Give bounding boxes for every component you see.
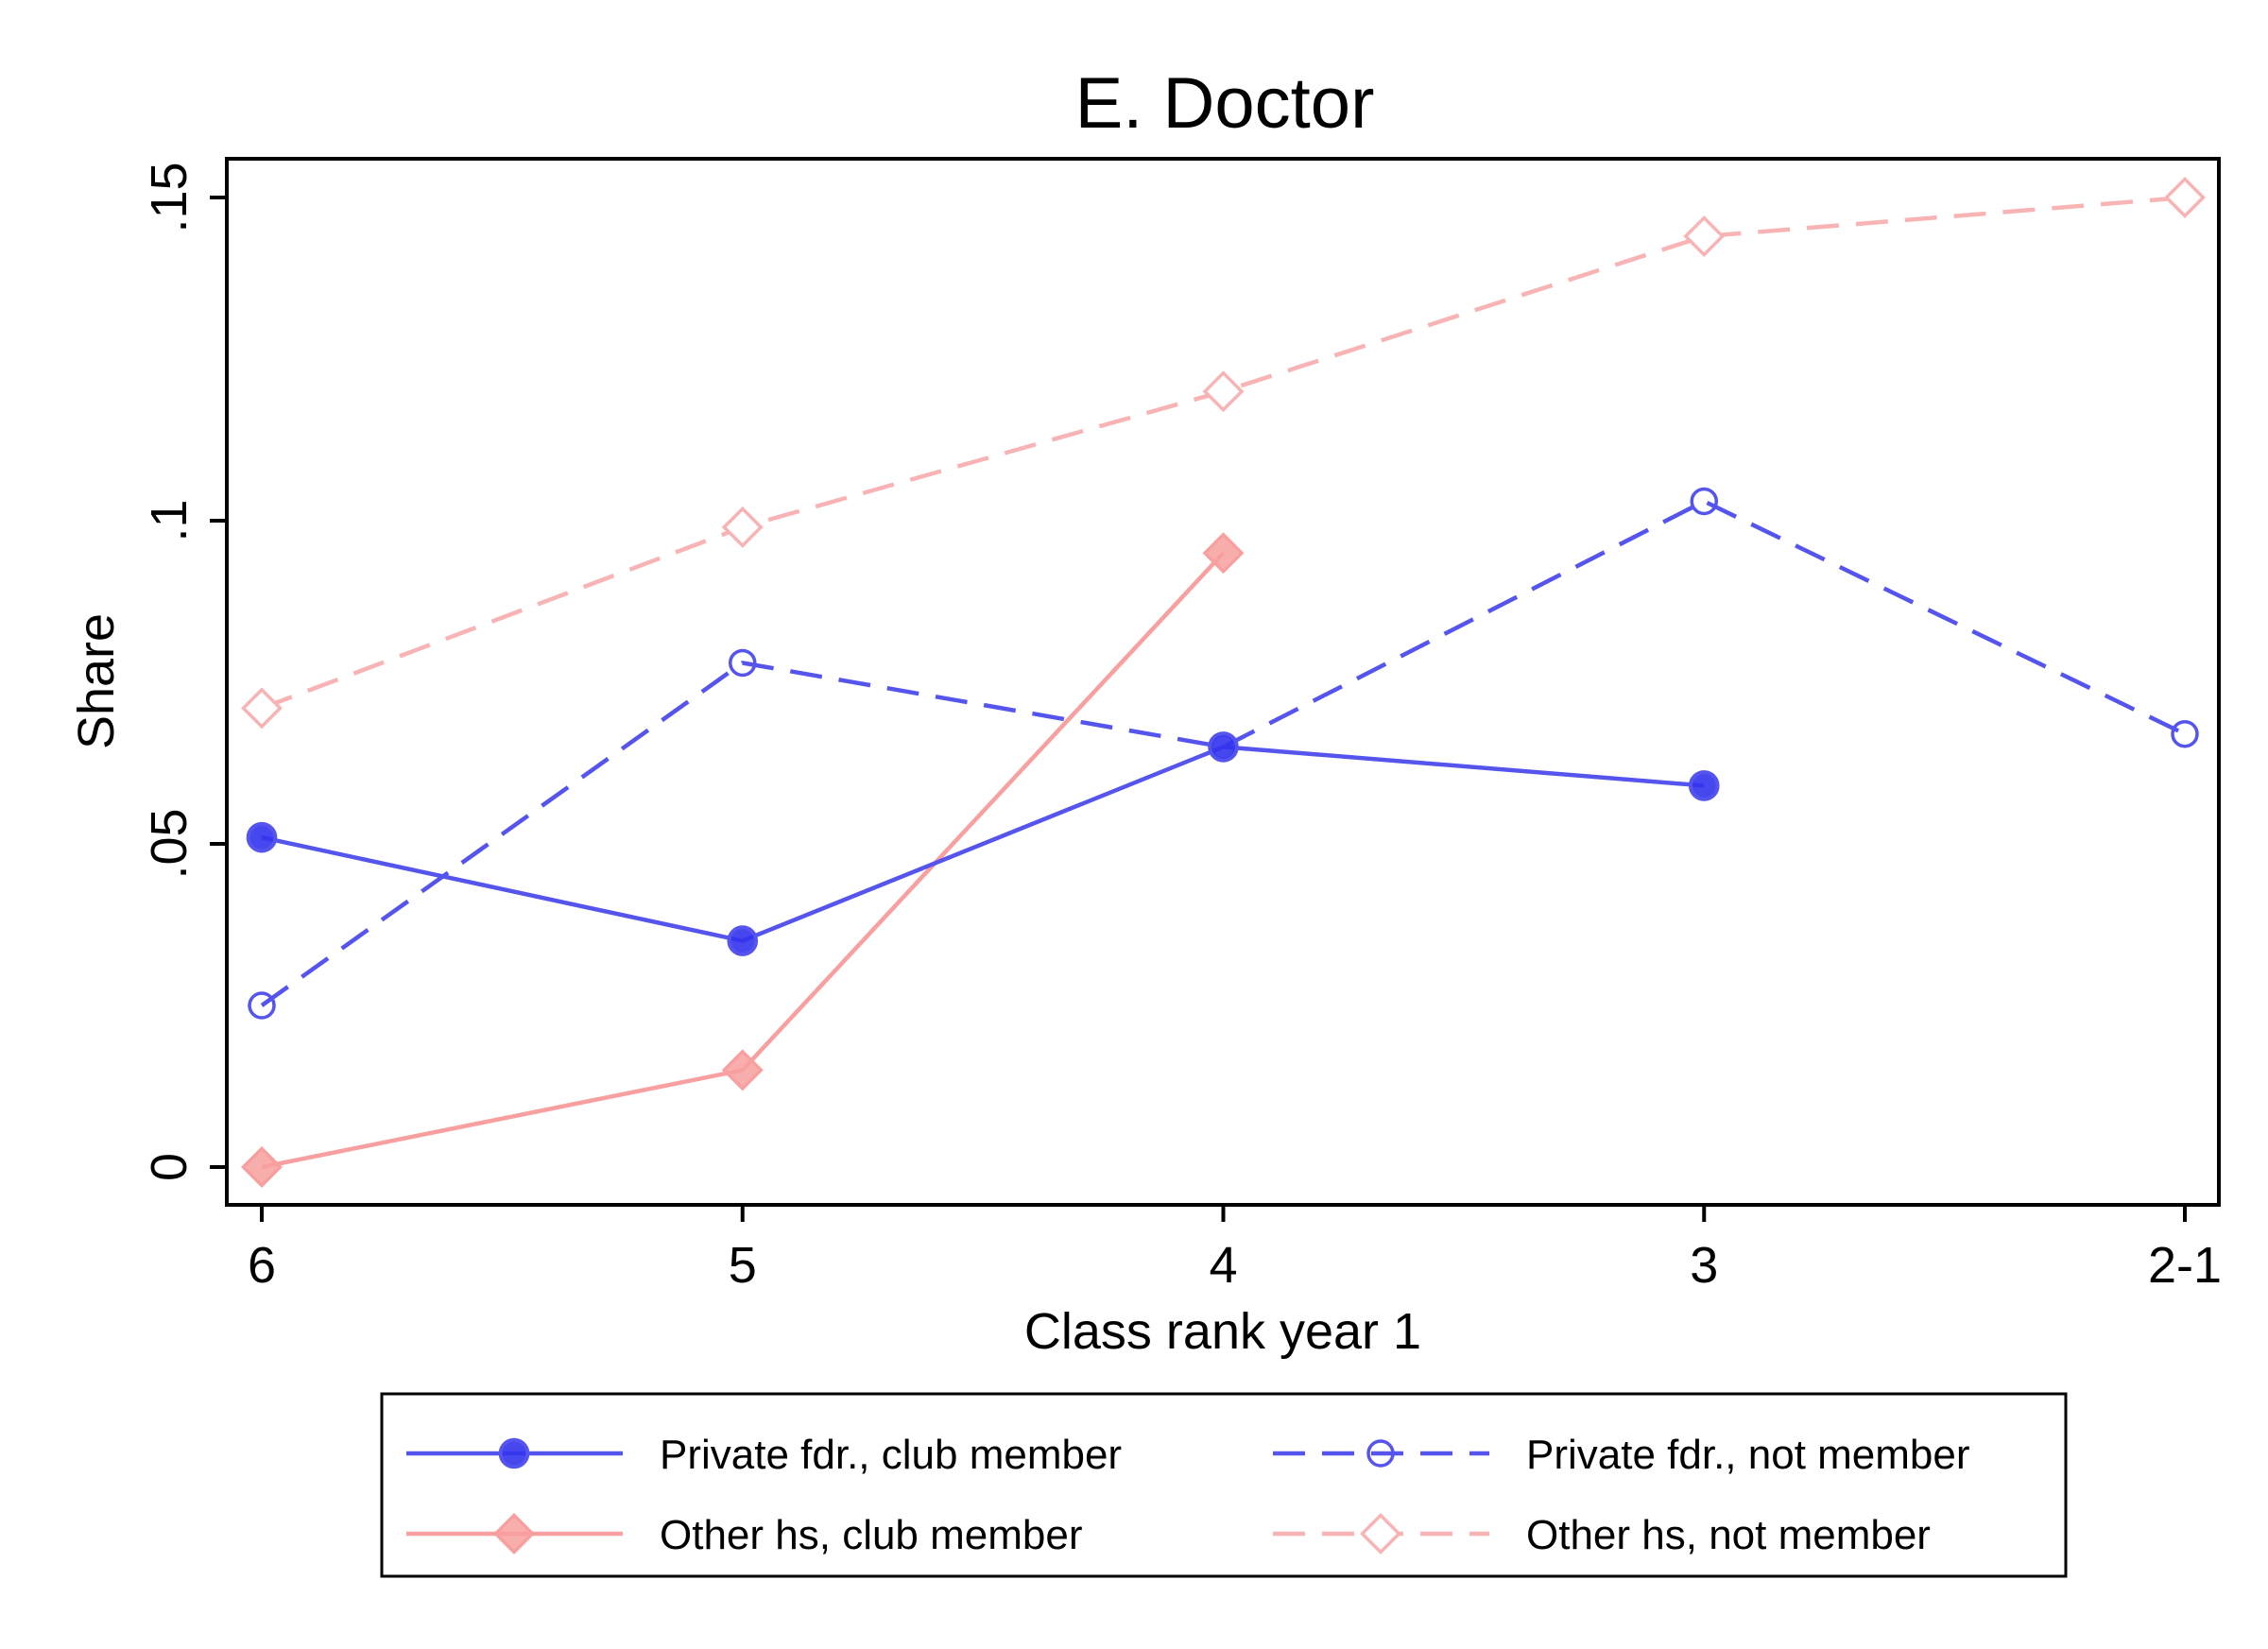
data-point bbox=[1688, 770, 1720, 801]
series-3 bbox=[241, 177, 2206, 730]
series-2 bbox=[241, 532, 1245, 1188]
data-point bbox=[241, 687, 283, 730]
data-point bbox=[1690, 487, 1718, 516]
y-axis: 0 .05 .1 .15 bbox=[141, 162, 227, 1181]
chart-title: E. Doctor bbox=[1075, 63, 1375, 144]
legend-marker bbox=[498, 1437, 530, 1469]
data-point bbox=[1202, 370, 1245, 413]
data-point bbox=[246, 821, 278, 853]
data-point bbox=[2164, 177, 2206, 218]
series-layer bbox=[241, 177, 2206, 1188]
legend: Private fdr., club member Private fdr., n… bbox=[380, 1392, 2068, 1578]
legend-label: Private fdr., not member bbox=[1526, 1432, 1970, 1478]
series-line bbox=[260, 499, 2186, 1007]
data-point bbox=[1208, 731, 1239, 763]
y-tick-label: .15 bbox=[141, 162, 198, 232]
data-point bbox=[721, 506, 764, 548]
x-axis-title: Class rank year 1 bbox=[1024, 1303, 1421, 1360]
legend-marker bbox=[1366, 1439, 1395, 1468]
data-point bbox=[241, 1146, 283, 1188]
y-axis-title: Share bbox=[68, 613, 125, 749]
y-tick-label: 0 bbox=[141, 1153, 198, 1181]
data-point bbox=[1202, 532, 1245, 575]
legend-marker bbox=[1360, 1513, 1401, 1555]
data-point bbox=[721, 1049, 764, 1091]
x-axis: 6 5 4 3 2-1 bbox=[248, 1205, 2222, 1294]
legend-label: Other hs, not member bbox=[1526, 1512, 1931, 1558]
x-tick-label: 5 bbox=[729, 1237, 757, 1294]
x-tick-label: 4 bbox=[1209, 1237, 1237, 1294]
legend-label: Private fdr., club member bbox=[660, 1432, 1122, 1478]
data-point bbox=[2171, 719, 2199, 748]
legend-frame bbox=[380, 1392, 2068, 1578]
data-point bbox=[248, 991, 276, 1020]
series-line bbox=[261, 745, 1705, 943]
x-tick-label: 3 bbox=[1690, 1237, 1718, 1294]
legend-item: Private fdr., club member bbox=[406, 1432, 1122, 1478]
legend-item: Other hs, not member bbox=[1273, 1512, 1931, 1558]
data-point bbox=[727, 925, 759, 956]
series-0 bbox=[246, 731, 1720, 956]
y-tick-label: .05 bbox=[141, 808, 198, 879]
legend-marker bbox=[493, 1513, 535, 1555]
x-tick-label: 6 bbox=[248, 1237, 276, 1294]
legend-label: Other hs, club member bbox=[660, 1512, 1083, 1558]
data-point bbox=[1683, 215, 1726, 258]
legend-item: Other hs, club member bbox=[406, 1512, 1083, 1558]
data-point bbox=[729, 648, 757, 678]
x-tick-label: 2-1 bbox=[2148, 1237, 2222, 1294]
legend-item: Private fdr., not member bbox=[1273, 1432, 1970, 1478]
y-tick-label: .1 bbox=[141, 499, 198, 541]
